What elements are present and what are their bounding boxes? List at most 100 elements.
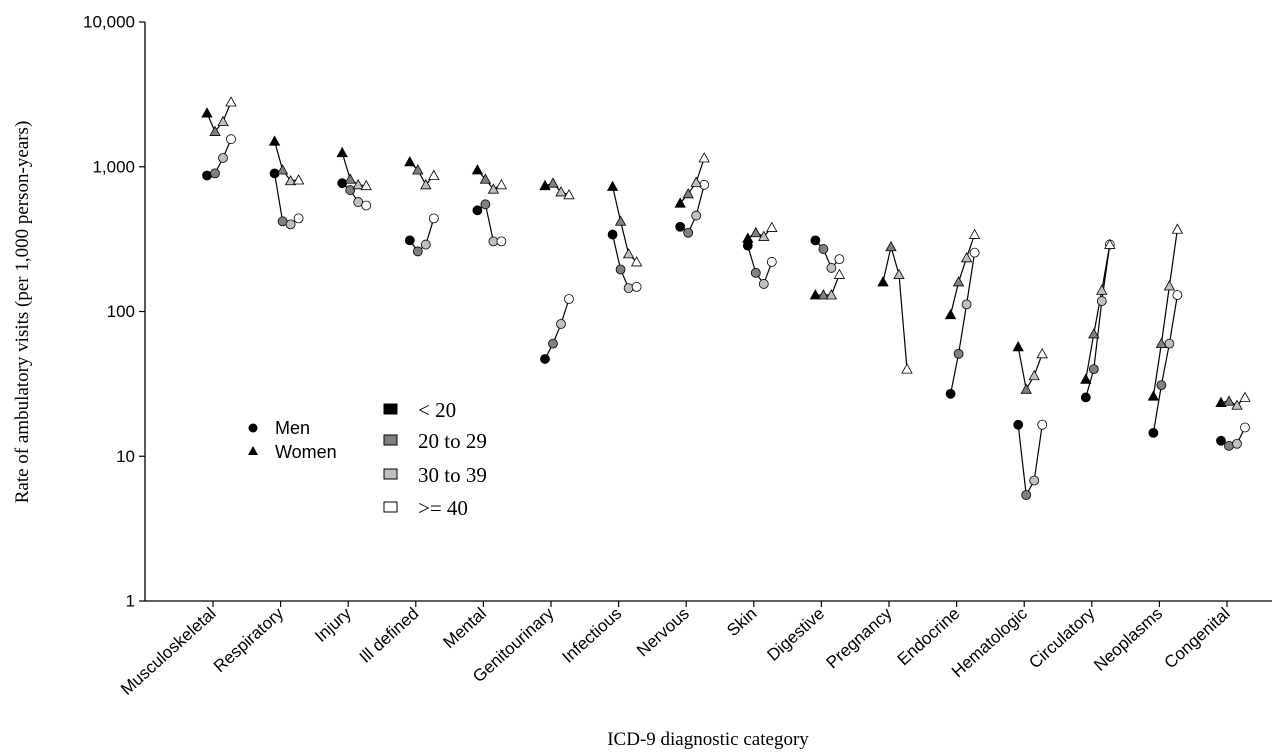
men-point <box>1172 290 1183 300</box>
women-point <box>217 115 229 127</box>
men-point <box>1037 419 1048 430</box>
women-point <box>1012 341 1024 352</box>
men-point <box>540 354 550 364</box>
women-point <box>471 164 484 175</box>
women-line <box>1085 244 1111 380</box>
men-point <box>1029 475 1040 486</box>
y-tick-label: 10 <box>116 447 135 466</box>
women-point <box>225 96 237 107</box>
women-line <box>882 246 908 370</box>
women-point <box>352 179 364 190</box>
women-line <box>950 234 976 315</box>
men-line <box>544 298 570 360</box>
women-point <box>1239 391 1251 402</box>
men-point <box>834 254 845 265</box>
women-point <box>268 135 281 146</box>
men-point <box>293 213 304 224</box>
men-point <box>202 170 212 181</box>
men-point <box>1148 427 1159 438</box>
women-point <box>682 188 694 199</box>
women-point <box>606 180 619 191</box>
x-axis-title: ICD-9 diagnostic category <box>607 729 809 750</box>
women-point <box>1171 223 1184 234</box>
men-point <box>631 281 642 292</box>
men-line <box>1017 424 1043 497</box>
women-point <box>1036 348 1048 359</box>
women-point <box>893 268 905 279</box>
women-point <box>344 173 356 184</box>
y-tick-label: 1,000 <box>92 157 135 176</box>
men-point <box>428 213 439 224</box>
women-point <box>885 240 897 252</box>
legend-age-4-swatch <box>383 501 398 513</box>
women-point <box>952 276 965 287</box>
men-point <box>496 236 507 247</box>
men-line <box>950 252 976 394</box>
men-point <box>404 235 415 246</box>
women-point <box>742 232 754 243</box>
x-tick-label: Injury <box>311 604 355 646</box>
men-point <box>226 134 236 145</box>
women-point <box>766 221 778 232</box>
men-line <box>1152 294 1178 433</box>
women-point <box>622 248 635 259</box>
legend-age-1-label: < 20 <box>418 398 456 422</box>
legend-age-2-label: 20 to 29 <box>418 429 487 453</box>
men-line <box>747 245 773 286</box>
women-point <box>209 125 221 136</box>
men-point <box>345 185 356 195</box>
men-point <box>1216 435 1226 446</box>
women-point <box>1147 390 1160 401</box>
x-tick-label: Endocrine <box>894 604 964 669</box>
x-tick-label: Musculoskeletal <box>117 604 220 699</box>
legend-women-label: Women <box>275 442 337 462</box>
women-point <box>698 152 710 163</box>
women-point <box>1028 369 1040 381</box>
women-point <box>1088 328 1100 339</box>
women-line <box>206 101 232 133</box>
y-tick-label: 10,000 <box>83 13 135 32</box>
men-point <box>1013 419 1024 430</box>
legend-age-1-swatch <box>383 403 398 415</box>
women-point <box>1096 284 1108 295</box>
women-point <box>944 308 957 320</box>
men-point <box>953 348 964 359</box>
women-point <box>292 174 305 185</box>
men-point <box>480 199 491 210</box>
axes: 1 10 100 1,000 10,000 MusculoskeletalRespira… <box>83 13 1272 699</box>
legend-age-3-swatch <box>383 468 398 480</box>
y-tick-labels: 1 10 100 1,000 10,000 <box>83 13 135 611</box>
women-point <box>968 228 981 239</box>
y-tick-label: 1 <box>126 592 135 611</box>
women-point <box>1163 280 1176 291</box>
women-point <box>825 289 838 300</box>
men-point <box>623 283 634 294</box>
men-point <box>1088 364 1099 375</box>
men-point <box>691 210 702 221</box>
women-point <box>284 174 297 186</box>
men-point <box>969 247 980 258</box>
women-point <box>495 179 508 190</box>
x-tick-label: Circulatory <box>1025 604 1098 673</box>
women-point <box>555 186 567 197</box>
men-point <box>750 267 761 278</box>
men-point <box>218 153 228 163</box>
men-point <box>607 229 618 240</box>
men-point <box>1156 380 1167 391</box>
women-point <box>547 177 559 188</box>
women-point <box>1104 238 1116 249</box>
women-point <box>201 107 213 118</box>
women-point <box>809 289 822 300</box>
women-point <box>630 256 643 267</box>
y-tick-label: 100 <box>107 302 135 321</box>
men-point <box>758 279 769 289</box>
women-point <box>1020 383 1032 394</box>
men-point <box>1096 296 1107 306</box>
men-point <box>285 219 296 230</box>
women-point <box>750 226 762 238</box>
women-point <box>877 276 889 287</box>
men-point <box>675 221 686 232</box>
women-point <box>901 363 913 374</box>
men-line <box>612 234 637 289</box>
women-line <box>274 141 299 182</box>
